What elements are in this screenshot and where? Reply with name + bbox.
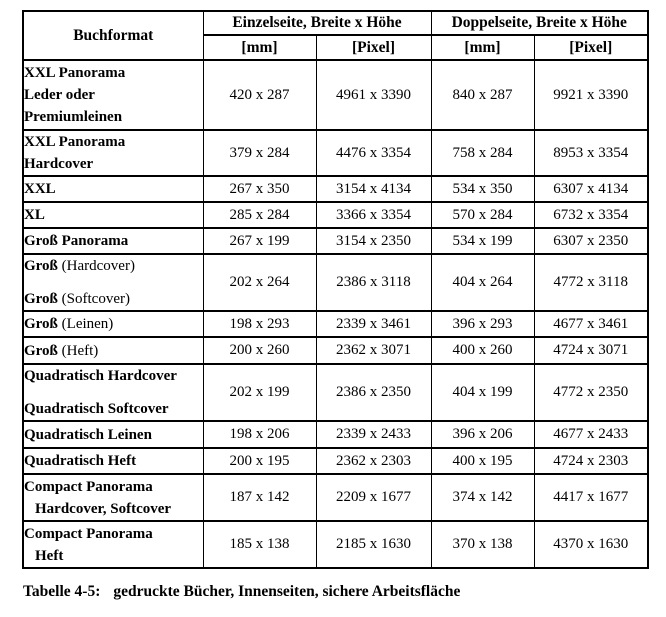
format-cell: Groß (Leinen): [22, 310, 204, 338]
doppelseite-pixel-cell: 4724 x 2303: [533, 447, 649, 475]
einzelseite-pixel-cell: 4961 x 3390: [315, 59, 432, 131]
einzelseite-pixel-cell: 2386 x 2350: [315, 363, 432, 422]
format-cell: Compact Panorama Heft: [22, 520, 204, 569]
table-row: Quadratisch Hardcover Quadratisch Softco…: [22, 363, 649, 422]
format-cell: Compact Panorama Hardcover, Softcover: [22, 473, 204, 522]
format-cell: XXL Panorama Hardcover: [22, 129, 204, 177]
table-row: XXL 267 x 350 3154 x 4134 534 x 350 6307…: [22, 175, 649, 203]
einzelseite-mm-cell: 202 x 264: [202, 253, 317, 312]
format-cell: Groß Panorama: [22, 227, 204, 255]
column-group-doppelseite: Doppelseite, Breite x Höhe: [430, 10, 649, 36]
format-cell: Quadratisch Leinen: [22, 420, 204, 449]
doppelseite-mm-cell: 400 x 195: [430, 447, 535, 475]
doppelseite-mm-cell: 534 x 350: [430, 175, 535, 203]
table-row: Compact Panorama Hardcover, Softcover 18…: [22, 473, 649, 522]
book-format-table: Buchformat Einzelseite, Breite x Höhe Do…: [22, 10, 650, 569]
format-cell: Groß (Hardcover) Groß (Softcover): [22, 253, 204, 312]
einzelseite-mm-cell: 187 x 142: [202, 473, 317, 522]
column-header-buchformat: Buchformat: [22, 10, 204, 61]
einzelseite-mm-cell: 200 x 195: [202, 447, 317, 475]
column-group-einzelseite: Einzelseite, Breite x Höhe: [202, 10, 432, 36]
einzelseite-mm-cell: 200 x 260: [202, 336, 317, 365]
doppelseite-mm-cell: 396 x 293: [430, 310, 535, 338]
table-row: Groß (Heft) 200 x 260 2362 x 3071 400 x …: [22, 336, 649, 365]
format-cell: Groß (Heft): [22, 336, 204, 365]
column-header-einzel-pixel: [Pixel]: [315, 34, 432, 61]
doppelseite-mm-cell: 370 x 138: [430, 520, 535, 569]
column-header-doppel-pixel: [Pixel]: [533, 34, 649, 61]
doppelseite-mm-cell: 374 x 142: [430, 473, 535, 522]
doppelseite-mm-cell: 570 x 284: [430, 201, 535, 229]
doppelseite-pixel-cell: 4772 x 2350: [533, 363, 649, 422]
table-row: XXL Panorama Leder oder Premiumleinen 42…: [22, 59, 649, 131]
einzelseite-pixel-cell: 3154 x 2350: [315, 227, 432, 255]
table-row: Groß (Hardcover) Groß (Softcover) 202 x …: [22, 253, 649, 312]
doppelseite-pixel-cell: 4417 x 1677: [533, 473, 649, 522]
format-cell: Quadratisch Hardcover Quadratisch Softco…: [22, 363, 204, 422]
einzelseite-mm-cell: 285 x 284: [202, 201, 317, 229]
einzelseite-pixel-cell: 3154 x 4134: [315, 175, 432, 203]
table-row: XXL Panorama Hardcover 379 x 284 4476 x …: [22, 129, 649, 177]
doppelseite-pixel-cell: 8953 x 3354: [533, 129, 649, 177]
format-cell: Quadratisch Heft: [22, 447, 204, 475]
table-row: Groß (Leinen) 198 x 293 2339 x 3461 396 …: [22, 310, 649, 338]
doppelseite-mm-cell: 400 x 260: [430, 336, 535, 365]
doppelseite-mm-cell: 404 x 199: [430, 363, 535, 422]
doppelseite-mm-cell: 404 x 264: [430, 253, 535, 312]
table-row: Quadratisch Heft 200 x 195 2362 x 2303 4…: [22, 447, 649, 475]
einzelseite-mm-cell: 267 x 350: [202, 175, 317, 203]
header-row-units: [mm] [Pixel] [mm] [Pixel]: [23, 34, 649, 61]
doppelseite-mm-cell: 534 x 199: [430, 227, 535, 255]
einzelseite-mm-cell: 202 x 199: [202, 363, 317, 422]
doppelseite-pixel-cell: 4677 x 3461: [533, 310, 649, 338]
doppelseite-pixel-cell: 6307 x 4134: [533, 175, 649, 203]
doppelseite-mm-cell: 758 x 284: [430, 129, 535, 177]
doppelseite-pixel-cell: 4772 x 3118: [533, 253, 649, 312]
table-row: Groß Panorama 267 x 199 3154 x 2350 534 …: [22, 227, 649, 255]
einzelseite-pixel-cell: 2185 x 1630: [315, 520, 432, 569]
doppelseite-pixel-cell: 4677 x 2433: [533, 420, 649, 449]
column-header-einzel-mm: [mm]: [202, 34, 317, 61]
table-row: Compact Panorama Heft 185 x 138 2185 x 1…: [22, 520, 649, 569]
format-cell: XXL Panorama Leder oder Premiumleinen: [22, 59, 204, 131]
format-cell: XXL: [22, 175, 204, 203]
einzelseite-pixel-cell: 2386 x 3118: [315, 253, 432, 312]
doppelseite-pixel-cell: 6732 x 3354: [533, 201, 649, 229]
einzelseite-pixel-cell: 2362 x 3071: [315, 336, 432, 365]
einzelseite-mm-cell: 267 x 199: [202, 227, 317, 255]
einzelseite-mm-cell: 420 x 287: [202, 59, 317, 131]
doppelseite-pixel-cell: 4370 x 1630: [533, 520, 649, 569]
caption-label: Tabelle 4-5:: [23, 583, 101, 600]
doppelseite-pixel-cell: 4724 x 3071: [533, 336, 649, 365]
einzelseite-pixel-cell: 2339 x 2433: [315, 420, 432, 449]
einzelseite-pixel-cell: 2209 x 1677: [315, 473, 432, 522]
einzelseite-pixel-cell: 3366 x 3354: [315, 201, 432, 229]
caption-text: gedruckte Bücher, Innenseiten, sichere A…: [113, 583, 461, 600]
doppelseite-pixel-cell: 6307 x 2350: [533, 227, 649, 255]
einzelseite-pixel-cell: 2339 x 3461: [315, 310, 432, 338]
einzelseite-pixel-cell: 2362 x 2303: [315, 447, 432, 475]
header-row-groups: Buchformat Einzelseite, Breite x Höhe Do…: [22, 10, 649, 61]
table-row: XL 285 x 284 3366 x 3354 570 x 284 6732 …: [22, 201, 649, 229]
einzelseite-mm-cell: 379 x 284: [202, 129, 317, 177]
table-caption: Tabelle 4-5: gedruckte Bücher, Innenseite…: [23, 583, 460, 601]
table-row: Quadratisch Leinen 198 x 206 2339 x 2433…: [22, 420, 649, 449]
einzelseite-mm-cell: 185 x 138: [202, 520, 317, 569]
einzelseite-mm-cell: 198 x 293: [202, 310, 317, 338]
einzelseite-pixel-cell: 4476 x 3354: [315, 129, 432, 177]
doppelseite-pixel-cell: 9921 x 3390: [533, 59, 649, 131]
einzelseite-mm-cell: 198 x 206: [202, 420, 317, 449]
format-cell: XL: [22, 201, 204, 229]
doppelseite-mm-cell: 396 x 206: [430, 420, 535, 449]
column-header-doppel-mm: [mm]: [430, 34, 535, 61]
doppelseite-mm-cell: 840 x 287: [430, 59, 535, 131]
